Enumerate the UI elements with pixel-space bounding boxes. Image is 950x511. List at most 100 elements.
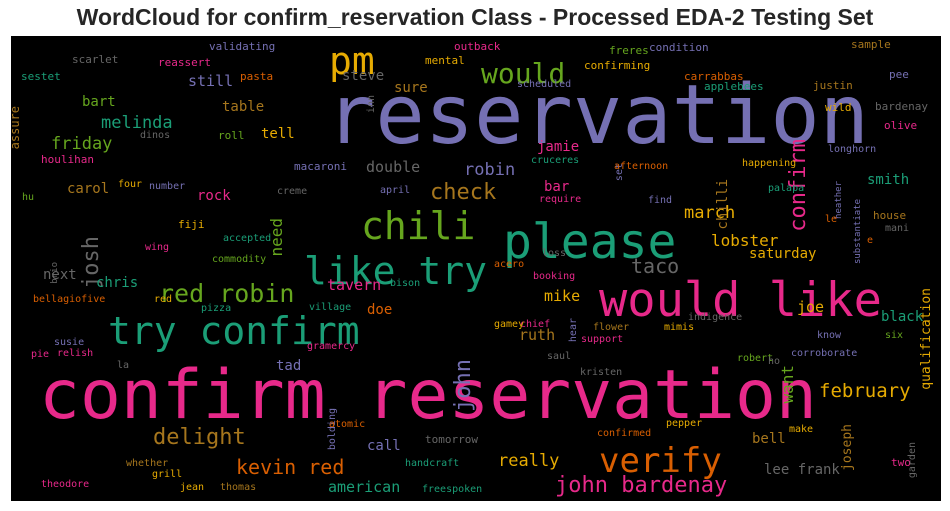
word-jean: jean	[180, 482, 204, 493]
word-april: april	[380, 185, 410, 196]
word-pee: pee	[889, 68, 909, 81]
word-scarlet: scarlet	[72, 53, 118, 66]
word-justin: justin	[813, 79, 853, 92]
word-check: check	[430, 180, 496, 205]
word-melinda: melinda	[101, 113, 173, 133]
word-heather: heather	[834, 180, 844, 219]
word-steve: steve	[342, 68, 384, 84]
word-wing: wing	[145, 242, 169, 253]
word-black: black	[881, 309, 924, 325]
word-confirm: confirm	[786, 139, 811, 232]
word-jamie: jamie	[537, 139, 579, 155]
word-tavern: tavern	[327, 276, 381, 294]
word-houlihan: houlihan	[41, 153, 94, 166]
word-confirming: confirming	[584, 59, 650, 72]
word-e: e	[867, 235, 873, 246]
word-kevin-red: kevin red	[236, 455, 344, 479]
word-accepted: accepted	[223, 233, 271, 244]
word-gramercy: gramercy	[307, 341, 355, 352]
word-pasta: pasta	[240, 70, 273, 83]
word-saturday: saturday	[749, 246, 816, 262]
word-commodity: commodity	[212, 254, 266, 265]
word-confirm-reservation: confirm reservation	[39, 356, 817, 435]
word-bar: bar	[544, 179, 569, 195]
word-call: call	[367, 438, 401, 454]
word-ho: ho	[768, 356, 780, 367]
word-tomorrow: tomorrow	[425, 433, 478, 446]
word-lee-frank: lee frank	[764, 462, 840, 478]
word-still: still	[188, 72, 233, 90]
word-flower: flower	[593, 322, 629, 333]
word-sample: sample	[851, 38, 891, 51]
word-need: need	[267, 218, 286, 257]
word-gamey: gamey	[494, 319, 524, 330]
word-scheduled: scheduled	[517, 79, 571, 90]
word-support: support	[581, 334, 623, 345]
word-olive: olive	[884, 119, 917, 132]
word-macaroni: macaroni	[294, 160, 347, 173]
word-roll: roll	[218, 129, 245, 142]
word-assure: assure	[11, 106, 22, 149]
word-march: march	[684, 203, 735, 223]
word-pie: pie	[31, 349, 49, 360]
word-please: please	[503, 214, 676, 270]
word-really: really	[498, 451, 559, 471]
word-like-try: like try	[304, 249, 487, 293]
word-mimis: mimis	[664, 322, 694, 333]
word-joseph: joseph	[840, 424, 855, 471]
word-garden: garden	[907, 442, 918, 478]
word-rock: rock	[197, 188, 231, 204]
word-freespoken: freespoken	[422, 484, 482, 495]
word-find: find	[648, 195, 672, 206]
word-lobster: lobster	[711, 231, 779, 250]
word-delight: delight	[153, 425, 246, 450]
word-village: village	[309, 302, 351, 313]
word-number: number	[149, 181, 185, 192]
word-substantiate: substantiate	[853, 199, 863, 264]
word-thomas: thomas	[220, 482, 256, 493]
word-susie: susie	[54, 337, 84, 348]
word-february: february	[819, 380, 911, 402]
word-know: know	[817, 330, 842, 341]
chart-title: WordCloud for confirm_reservation Class …	[76, 4, 874, 30]
word-palapa: palapa	[768, 183, 804, 194]
word-pepper: pepper	[666, 418, 702, 429]
word-set: set	[614, 163, 625, 181]
word-next: next	[43, 267, 77, 283]
word-whether: whether	[126, 458, 168, 469]
word-le: le	[825, 214, 837, 225]
word-happening: happening	[742, 158, 796, 169]
word-pizza: pizza	[201, 303, 231, 314]
word-try-confirm: try confirm	[108, 309, 360, 353]
word-mike: mike	[544, 287, 580, 305]
word-theodore: theodore	[41, 479, 89, 490]
word-relish: relish	[57, 348, 93, 359]
word-four: four	[118, 179, 142, 190]
word-creme: creme	[277, 186, 307, 197]
word-bellagiofive: bellagiofive	[33, 294, 105, 305]
word-handcraft: handcraft	[405, 458, 459, 469]
word-wild: wild	[825, 101, 852, 114]
word-grill: grill	[152, 469, 182, 480]
word-want: want	[778, 365, 797, 404]
word-mental: mental	[425, 54, 465, 67]
word-double: double	[366, 158, 420, 176]
word-bell: bell	[752, 431, 786, 447]
word-loss: loss	[542, 248, 566, 259]
word-six: six	[885, 330, 903, 341]
word-robert: robert	[737, 353, 773, 364]
word-outback: outback	[454, 40, 501, 53]
word-john-bardenay: john bardenay	[555, 473, 727, 498]
word-applebees: applebees	[704, 80, 764, 93]
word-carol: carol	[67, 181, 109, 197]
word-longhorn: longhorn	[828, 144, 876, 155]
word-would-like: would like	[599, 273, 882, 328]
word-bardenay: bardenay	[875, 100, 928, 113]
word-ruth: ruth	[519, 326, 555, 344]
word-chili: chili	[361, 204, 475, 248]
word-mani: mani	[885, 223, 909, 234]
word-sure: sure	[394, 80, 428, 96]
word-robin: robin	[464, 160, 515, 180]
word-afternoon: afternoon	[614, 161, 668, 172]
word-pm: pm	[329, 39, 375, 83]
